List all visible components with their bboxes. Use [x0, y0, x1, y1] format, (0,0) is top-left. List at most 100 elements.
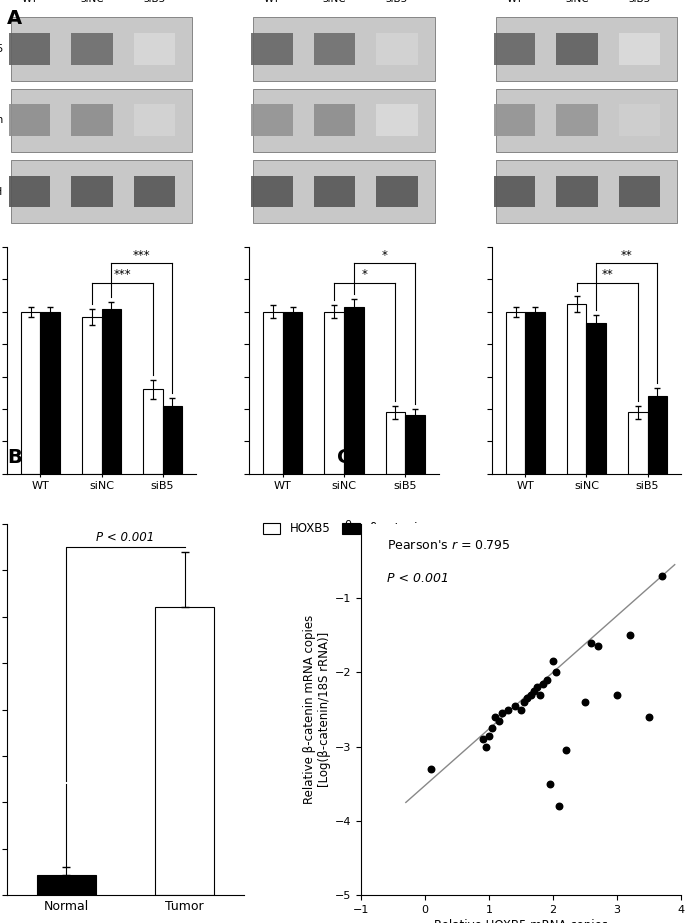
Bar — [314, 104, 356, 136]
Point — [586, 635, 597, 650]
Point — [426, 761, 437, 776]
Point — [486, 721, 497, 736]
Text: *: * — [381, 248, 387, 261]
Text: C: C — [337, 448, 352, 467]
Point — [538, 677, 549, 691]
Bar — [586, 323, 606, 473]
Bar — [41, 312, 60, 473]
Point — [503, 702, 514, 717]
Point — [522, 691, 533, 706]
Text: WT: WT — [21, 0, 38, 4]
Bar — [556, 175, 598, 208]
Bar — [619, 175, 660, 208]
Point — [544, 776, 555, 791]
Bar — [133, 175, 175, 208]
Bar — [143, 390, 162, 473]
Point — [532, 680, 543, 695]
Bar — [495, 18, 677, 80]
Bar — [556, 33, 598, 65]
Bar — [619, 104, 660, 136]
Bar — [162, 406, 182, 473]
Bar — [495, 160, 677, 223]
Point — [496, 706, 507, 721]
Point — [509, 699, 520, 713]
Point — [528, 684, 539, 699]
Bar — [9, 33, 50, 65]
Point — [519, 695, 530, 710]
Point — [493, 713, 504, 728]
Point — [535, 688, 546, 702]
Text: WT: WT — [264, 0, 280, 4]
Point — [592, 639, 603, 653]
Bar — [102, 308, 121, 473]
Text: β-catenin: β-catenin — [0, 115, 3, 126]
Text: HOXB5: HOXB5 — [0, 44, 3, 54]
Bar — [251, 104, 293, 136]
Point — [551, 665, 562, 679]
Text: siB5: siB5 — [144, 0, 166, 4]
Bar — [556, 104, 598, 136]
Bar — [619, 33, 660, 65]
Point — [484, 728, 495, 743]
Text: siB5: siB5 — [628, 0, 651, 4]
Bar — [385, 413, 405, 473]
Point — [656, 569, 667, 583]
Bar — [376, 33, 418, 65]
Bar — [506, 312, 526, 473]
Bar — [133, 104, 175, 136]
Point — [561, 743, 572, 758]
Text: GAPDH: GAPDH — [0, 186, 3, 197]
Bar — [82, 317, 102, 473]
Point — [525, 688, 536, 702]
Bar — [567, 304, 586, 473]
Bar — [253, 160, 435, 223]
Text: P < 0.001: P < 0.001 — [387, 572, 449, 585]
Text: **: ** — [601, 268, 613, 282]
Point — [612, 688, 623, 702]
Text: Pearson's $r$ = 0.795: Pearson's $r$ = 0.795 — [387, 539, 510, 552]
Text: ***: *** — [114, 268, 131, 282]
Text: B: B — [7, 448, 21, 467]
Bar — [72, 104, 113, 136]
Y-axis label: Relative β-catenin mRNA copies
[Log(β-catenin/18S rRNA)]: Relative β-catenin mRNA copies [Log(β-ca… — [303, 615, 331, 804]
Bar — [647, 396, 667, 473]
Bar — [325, 312, 344, 473]
Bar — [253, 89, 435, 152]
Bar — [11, 160, 193, 223]
Bar — [72, 175, 113, 208]
Point — [490, 710, 501, 725]
Bar — [493, 104, 535, 136]
Bar — [314, 175, 356, 208]
Bar — [155, 607, 215, 895]
Bar — [314, 33, 356, 65]
Bar — [9, 104, 50, 136]
Bar — [11, 89, 193, 152]
Bar — [251, 175, 293, 208]
Bar — [11, 18, 193, 80]
Point — [480, 739, 491, 754]
Text: A: A — [7, 9, 22, 29]
Bar — [72, 33, 113, 65]
X-axis label: Relative HOXB5 mRNA copies
[Log(HOXB5/18S rRNA)]: Relative HOXB5 mRNA copies [Log(HOXB5/18… — [434, 919, 608, 923]
Text: *: * — [362, 268, 367, 282]
Bar — [251, 33, 293, 65]
Bar — [628, 413, 647, 473]
Text: siNC: siNC — [323, 0, 346, 4]
Bar — [21, 312, 41, 473]
Point — [548, 653, 559, 668]
Point — [515, 702, 526, 717]
Text: WT: WT — [506, 0, 523, 4]
Text: ***: *** — [133, 248, 151, 261]
Point — [579, 695, 590, 710]
Bar — [405, 415, 424, 473]
Bar — [264, 312, 283, 473]
Text: siNC: siNC — [80, 0, 104, 4]
Bar — [9, 175, 50, 208]
Bar — [253, 18, 435, 80]
Point — [625, 628, 636, 642]
Point — [643, 710, 654, 725]
Bar — [495, 89, 677, 152]
Bar — [376, 175, 418, 208]
Text: P < 0.001: P < 0.001 — [96, 532, 155, 545]
Point — [554, 798, 565, 813]
